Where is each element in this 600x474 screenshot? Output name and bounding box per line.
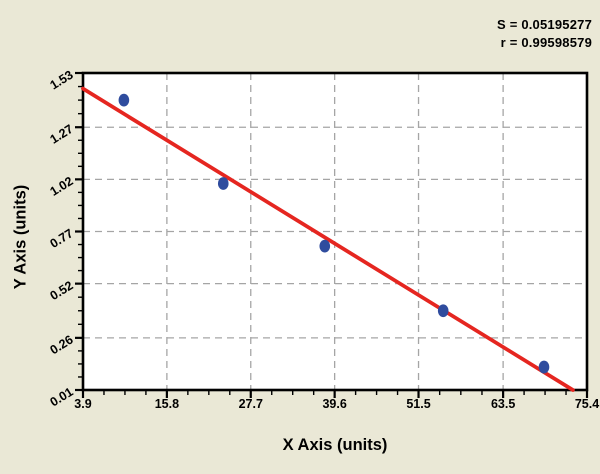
data-point — [217, 177, 229, 190]
stat-s-value: S = 0.05195277 — [497, 17, 592, 32]
y-tick-label: 0.77 — [48, 226, 76, 251]
data-point — [437, 304, 449, 318]
data-point — [319, 239, 331, 253]
x-axis-title: X Axis (units) — [282, 436, 388, 454]
x-tick-label: 15.8 — [155, 397, 179, 411]
regression-line — [81, 86, 575, 392]
stats-annotation: S = 0.05195277 r = 0.99598579 — [497, 16, 592, 52]
y-axis-title: Y Axis (units) — [11, 184, 30, 290]
data-point — [118, 93, 130, 107]
data-point — [538, 360, 550, 374]
y-tick-label: 1.02 — [48, 174, 76, 199]
y-tick-label: 0.52 — [48, 278, 76, 303]
x-tick-label: 75.4 — [575, 397, 599, 411]
y-tick-label: 1.53 — [48, 68, 76, 93]
y-tick-label: 1.27 — [48, 122, 76, 147]
y-tick-label: 0.26 — [48, 333, 76, 358]
x-tick-label: 27.7 — [239, 397, 263, 411]
y-tick-label: 0.01 — [48, 385, 76, 410]
x-tick-label: 39.6 — [322, 397, 346, 411]
x-tick-label: 51.5 — [406, 397, 430, 411]
stat-r-value: r = 0.99598579 — [500, 35, 592, 50]
x-tick-label: 63.5 — [491, 397, 515, 411]
x-tick-label: 3.9 — [74, 397, 91, 411]
